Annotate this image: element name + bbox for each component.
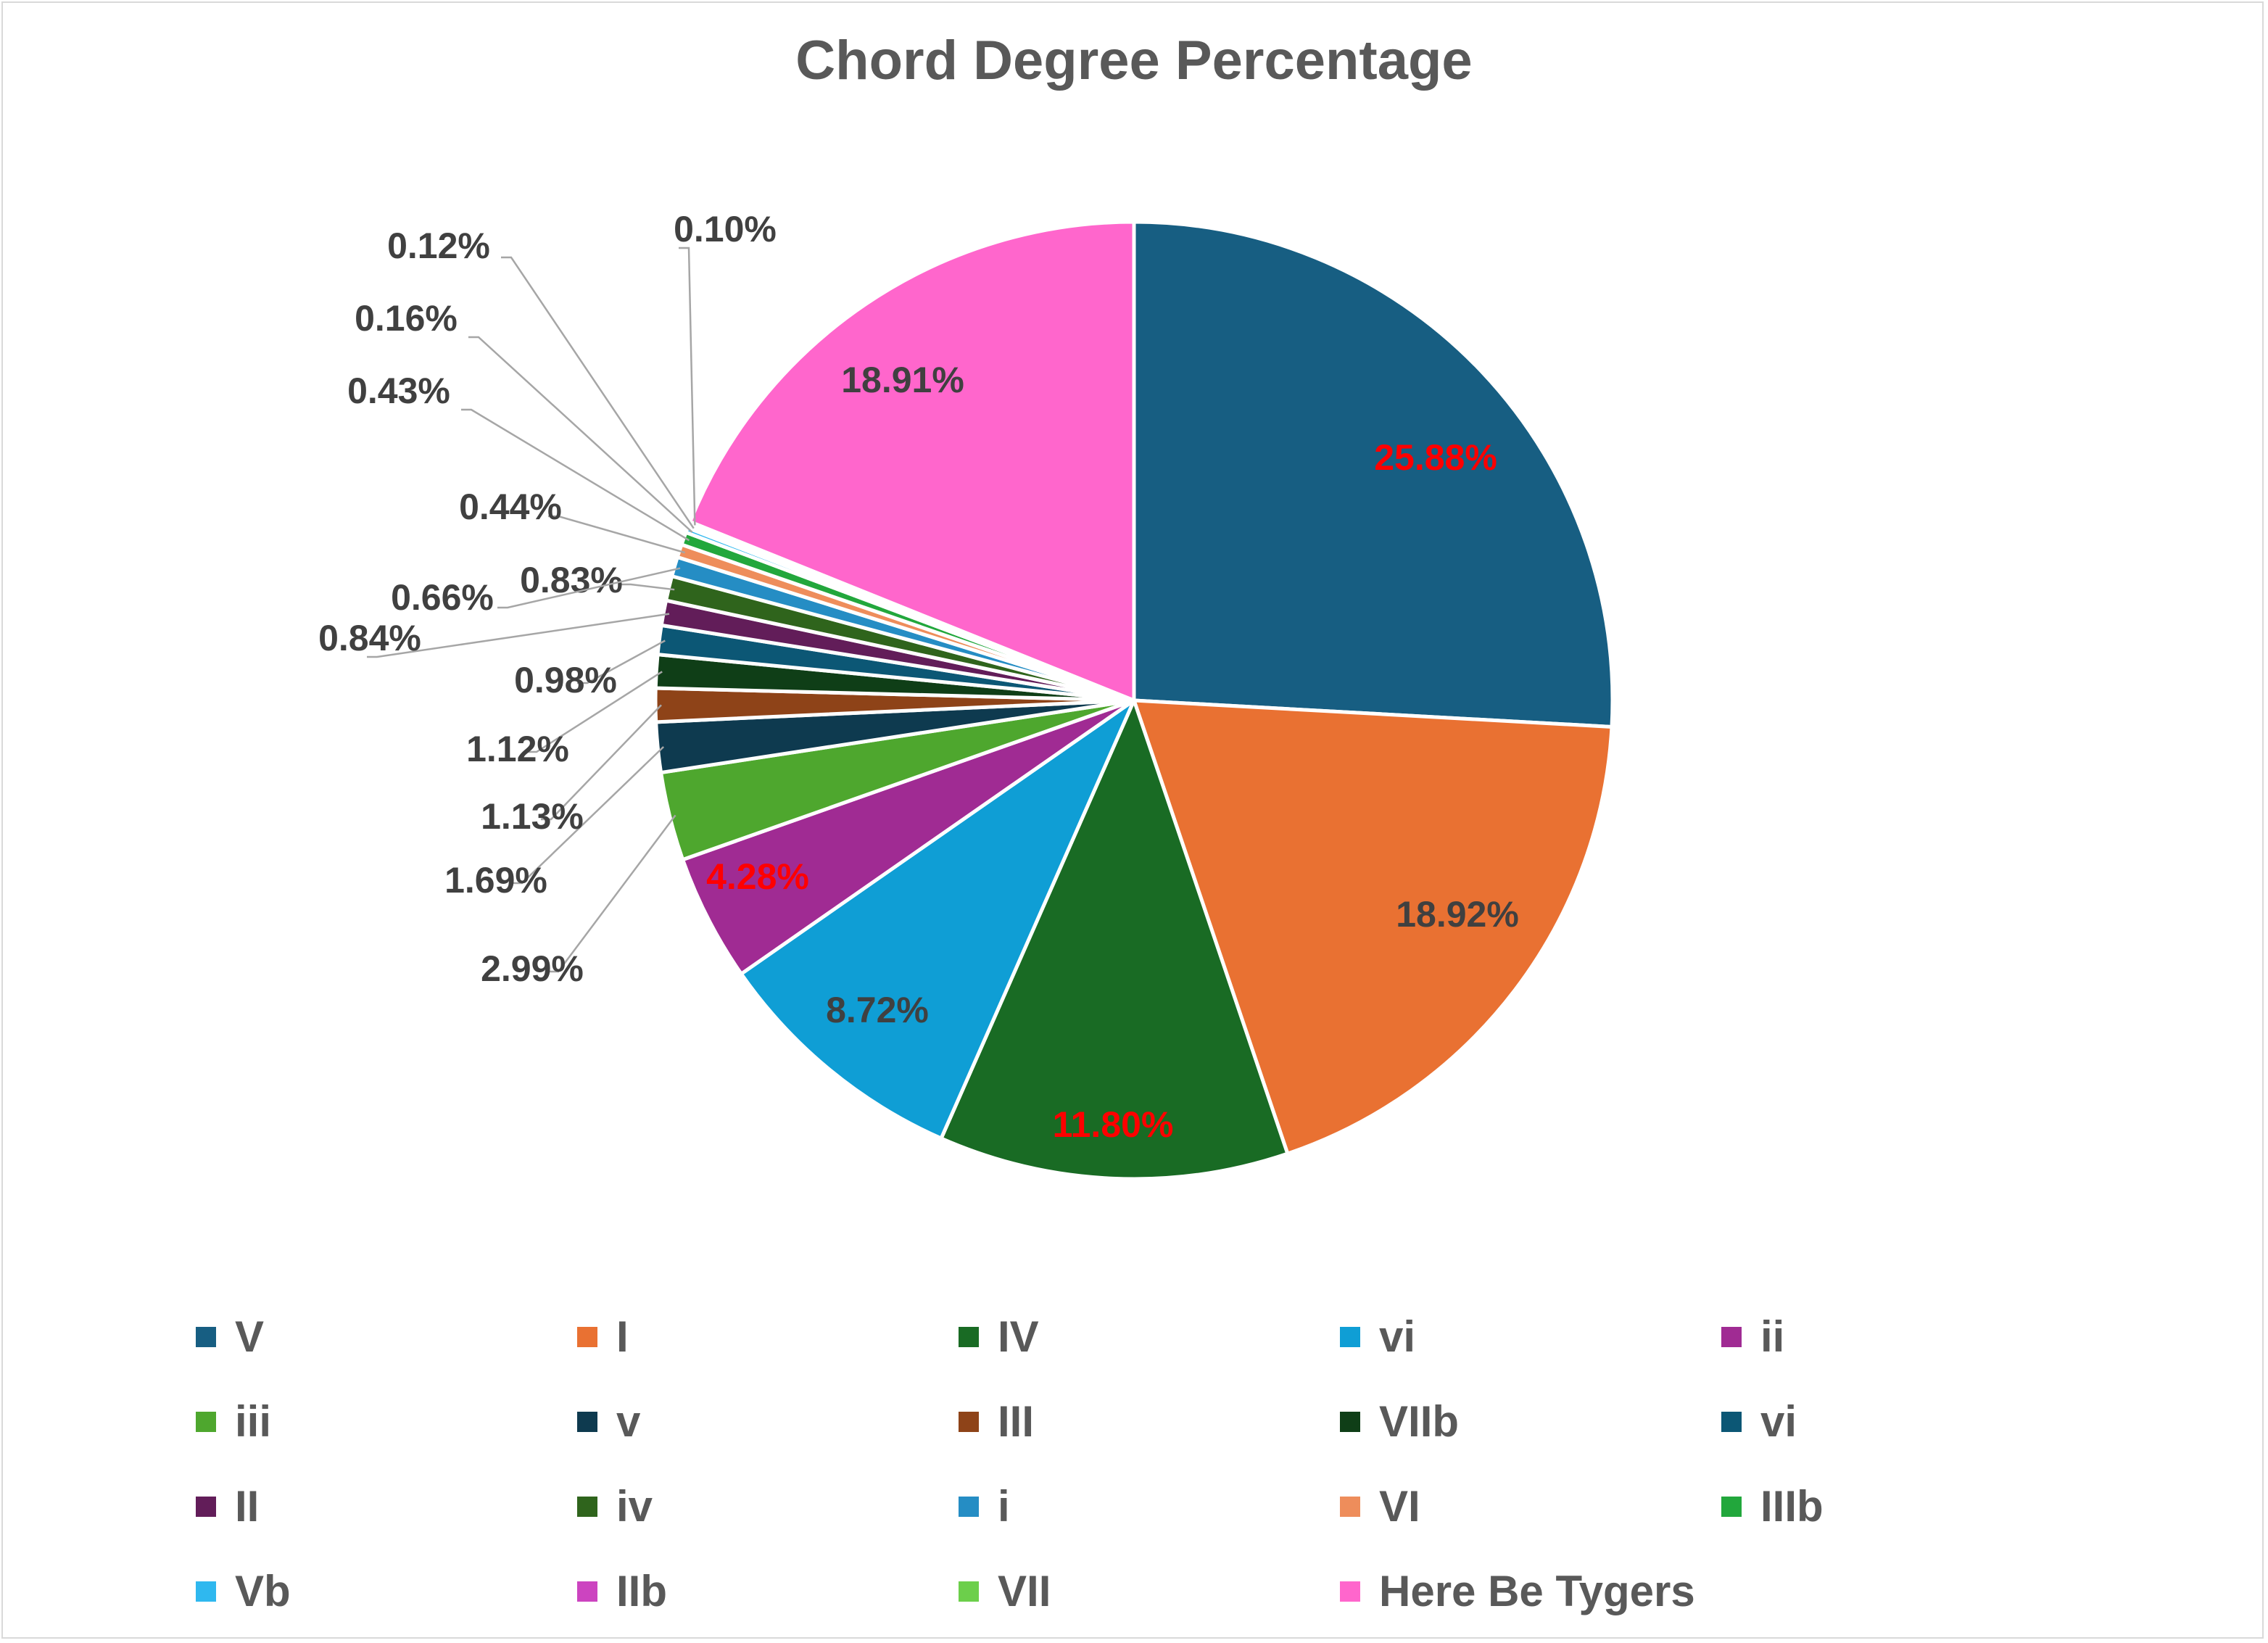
- data-label: 18.91%: [841, 360, 964, 400]
- legend-label: I: [616, 1312, 629, 1361]
- legend-item: VII: [959, 1549, 1340, 1634]
- legend: V I IV vi ii iii v III VIIb vi II iv i VI IIIb Vb IIb VII…: [196, 1294, 2081, 1634]
- legend-item: ii: [1721, 1294, 2103, 1379]
- legend-item: iii: [196, 1379, 577, 1464]
- legend-swatch: [1340, 1411, 1360, 1432]
- data-label: 18.92%: [1396, 894, 1519, 935]
- pie-slice-4: [739, 698, 1136, 1141]
- legend-label: IIIb: [1760, 1482, 1824, 1531]
- legend-label: II: [235, 1482, 260, 1531]
- legend-label: III: [998, 1397, 1035, 1446]
- legend-label: VII: [998, 1567, 1051, 1615]
- data-label: 0.16%: [355, 298, 458, 339]
- legend-item: II: [196, 1464, 577, 1549]
- data-label: 0.10%: [674, 209, 777, 249]
- legend-swatch: [1340, 1496, 1360, 1517]
- legend-item: Vb: [196, 1549, 577, 1634]
- leader-line: [468, 336, 693, 533]
- legend-item: v: [577, 1379, 959, 1464]
- legend-label: v: [616, 1397, 641, 1446]
- legend-label: Here Be Tygers: [1379, 1567, 1695, 1615]
- legend-item: IV: [959, 1294, 1340, 1379]
- legend-label: V: [235, 1312, 265, 1361]
- legend-label: i: [998, 1482, 1010, 1531]
- leader-line: [367, 613, 670, 658]
- leader-line: [679, 247, 696, 526]
- leader-line: [621, 583, 675, 591]
- legend-swatch: [1340, 1581, 1360, 1602]
- legend-swatch: [1721, 1496, 1742, 1517]
- legend-swatch: [1721, 1411, 1742, 1432]
- legend-label: VIIb: [1379, 1397, 1460, 1446]
- legend-item: IIb: [577, 1549, 959, 1634]
- data-label: 0.98%: [514, 660, 617, 700]
- legend-item: Here Be Tygers: [1340, 1549, 1721, 1634]
- legend-item: iv: [577, 1464, 959, 1549]
- leader-line: [461, 408, 690, 542]
- legend-swatch: [959, 1496, 979, 1517]
- legend-item: VI: [1340, 1464, 1721, 1549]
- legend-item: I: [577, 1294, 959, 1379]
- leader-line: [512, 746, 665, 885]
- legend-swatch: [1721, 1326, 1742, 1347]
- leader-line: [577, 640, 666, 684]
- pie-slice-2: [1132, 698, 1614, 1156]
- data-label: 11.80%: [1053, 1104, 1174, 1145]
- leader-line: [548, 515, 686, 554]
- legend-swatch: [1340, 1326, 1360, 1347]
- leader-line: [497, 567, 681, 609]
- legend-label: iv: [616, 1482, 653, 1531]
- legend-label: ii: [1760, 1312, 1785, 1361]
- legend-item: V: [196, 1294, 577, 1379]
- legend-label: IV: [998, 1312, 1039, 1361]
- legend-swatch: [959, 1581, 979, 1602]
- chart-title: Chord Degree Percentage: [795, 30, 1473, 91]
- legend-label: Vb: [235, 1567, 291, 1615]
- legend-item: VIIb: [1340, 1379, 1721, 1464]
- leader-line: [526, 671, 663, 753]
- legend-swatch: [577, 1411, 597, 1432]
- data-label: 0.83%: [520, 560, 623, 600]
- data-label: 8.72%: [826, 990, 929, 1030]
- data-label: 1.13%: [481, 796, 584, 837]
- data-label: 1.12%: [466, 729, 569, 769]
- data-label: 0.43%: [347, 371, 450, 411]
- legend-swatch: [196, 1411, 216, 1432]
- legend-label: VI: [1379, 1482, 1420, 1531]
- data-label: 4.28%: [706, 856, 809, 897]
- legend-item: vi: [1340, 1294, 1721, 1379]
- data-label: 0.84%: [318, 618, 421, 658]
- data-label: 0.66%: [391, 577, 494, 618]
- legend-swatch: [196, 1496, 216, 1517]
- legend-swatch: [577, 1326, 597, 1347]
- legend-label: vi: [1379, 1312, 1416, 1361]
- pie-slice-5: [681, 698, 1136, 976]
- pie-slice-19: [688, 220, 1136, 703]
- pie-slice-3: [939, 698, 1290, 1181]
- leader-line: [548, 814, 676, 973]
- legend-item: III: [959, 1379, 1340, 1464]
- leader-line: [541, 704, 662, 821]
- legend-item: IIIb: [1721, 1464, 2103, 1549]
- legend-swatch: [577, 1496, 597, 1517]
- data-label: 2.99%: [481, 948, 584, 989]
- pie-slice-1: [1132, 220, 1615, 729]
- legend-item: i: [959, 1464, 1340, 1549]
- legend-swatch: [196, 1326, 216, 1347]
- legend-item: vi: [1721, 1379, 2103, 1464]
- data-label: 1.69%: [444, 860, 547, 901]
- data-label: 25.88%: [1374, 437, 1497, 478]
- leader-line: [501, 256, 695, 529]
- data-label: 0.12%: [387, 225, 490, 266]
- legend-swatch: [196, 1581, 216, 1602]
- legend-label: iii: [235, 1397, 272, 1446]
- legend-swatch: [577, 1581, 597, 1602]
- legend-label: vi: [1760, 1397, 1797, 1446]
- legend-swatch: [959, 1326, 979, 1347]
- data-label: 0.44%: [459, 487, 562, 527]
- legend-label: IIb: [616, 1567, 667, 1615]
- legend-swatch: [959, 1411, 979, 1432]
